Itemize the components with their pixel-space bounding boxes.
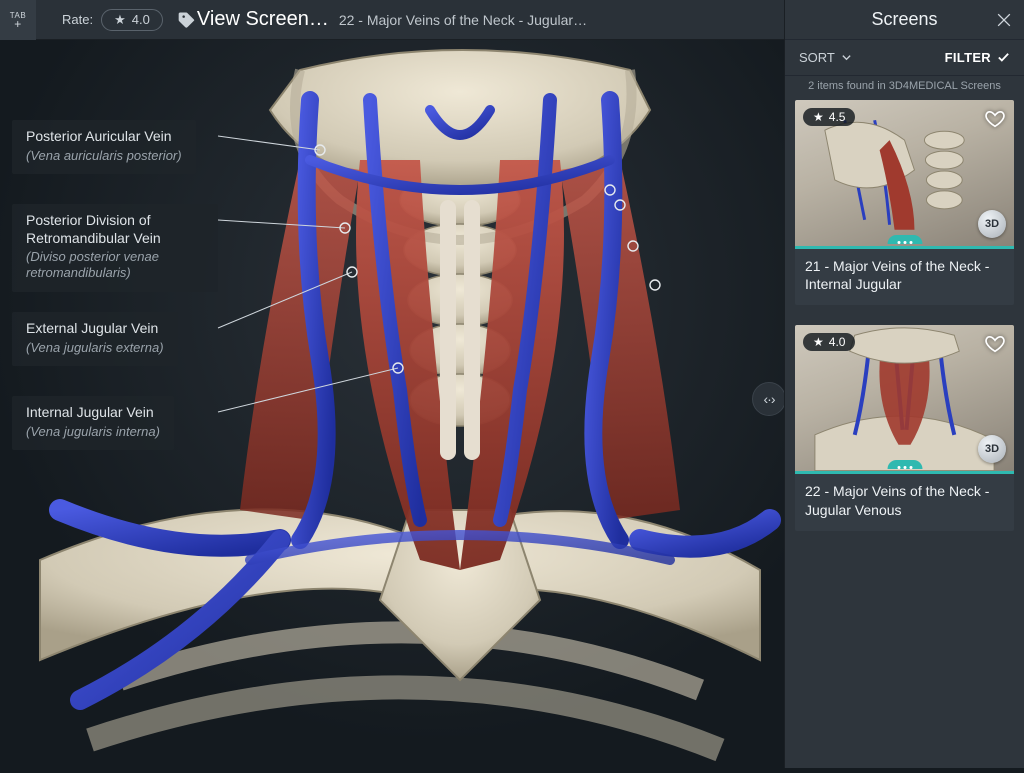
check-icon — [997, 51, 1010, 64]
card-title: 21 - Major Veins of the Neck - Internal … — [795, 249, 1014, 305]
filter-label: FILTER — [945, 50, 991, 65]
tag-icon[interactable] — [177, 10, 197, 30]
nav-arrows-button[interactable]: ‹·› — [752, 382, 786, 416]
filter-button[interactable]: FILTER — [945, 50, 1010, 65]
screen-card[interactable]: ★ 4.5 3D 21 - Major Veins of the Neck - Int… — [795, 100, 1014, 305]
card-thumb: ★ 4.5 3D — [795, 100, 1014, 246]
anatomy-label[interactable]: External Jugular Vein (Vena jugularis ext… — [12, 312, 178, 366]
label-latin: (Vena auricularis posterior) — [26, 148, 182, 164]
label-en: Internal Jugular Vein — [26, 404, 160, 422]
star-icon: ★ — [114, 12, 126, 28]
plus-icon: + — [14, 20, 22, 28]
badge-3d: 3D — [978, 210, 1006, 238]
panel-header: Screens — [785, 0, 1024, 40]
screens-panel: Screens SORT FILTER 2 items found in 3D4… — [784, 0, 1024, 768]
sort-label: SORT — [799, 50, 835, 65]
add-tab-button[interactable]: TAB + — [0, 0, 36, 40]
label-en: Posterior Division of Retromandibular Ve… — [26, 212, 204, 247]
star-icon: ★ — [813, 110, 824, 124]
label-latin: (Vena jugularis externa) — [26, 340, 164, 356]
chevron-down-icon — [841, 52, 852, 63]
more-icon[interactable] — [887, 235, 922, 244]
card-rating: ★ 4.5 — [803, 108, 855, 126]
star-icon: ★ — [813, 335, 824, 349]
panel-title: Screens — [871, 9, 937, 30]
rate-label: Rate: — [62, 12, 93, 27]
anatomy-canvas[interactable]: Posterior Auricular Vein (Vena auriculari… — [0, 40, 784, 768]
anatomy-label[interactable]: Internal Jugular Vein (Vena jugularis int… — [12, 396, 174, 450]
page-title: View Screen… — [197, 8, 329, 31]
cards-list: ★ 4.5 3D 21 - Major Veins of the Neck - Int… — [785, 100, 1024, 531]
rate-pill[interactable]: ★ 4.0 — [101, 9, 163, 31]
rate-value: 4.0 — [132, 12, 150, 27]
close-icon[interactable] — [994, 10, 1014, 30]
card-rating: ★ 4.0 — [803, 333, 855, 351]
panel-toolbar: SORT FILTER — [785, 40, 1024, 76]
anatomy-label[interactable]: Posterior Auricular Vein (Vena auriculari… — [12, 120, 196, 174]
more-icon[interactable] — [887, 460, 922, 469]
sort-button[interactable]: SORT — [799, 50, 852, 65]
card-rating-value: 4.0 — [829, 335, 846, 349]
rate-section: Rate: ★ 4.0 — [62, 9, 197, 31]
label-en: External Jugular Vein — [26, 320, 164, 338]
label-en: Posterior Auricular Vein — [26, 128, 182, 146]
anatomy-label[interactable]: Posterior Division of Retromandibular Ve… — [12, 204, 218, 292]
heart-icon[interactable] — [984, 108, 1006, 130]
label-latin: (Diviso posterior venae retromandibulari… — [26, 249, 204, 282]
screen-card[interactable]: ★4.03D22 - Major Veins of the Neck - Jug… — [795, 325, 1014, 530]
card-rating-value: 4.5 — [829, 110, 846, 124]
card-thumb: ★4.03D — [795, 325, 1014, 471]
card-title: 22 - Major Veins of the Neck - Jugular V… — [795, 474, 1014, 530]
nav-arrows-glyph: ‹·› — [764, 391, 775, 407]
panel-status: 2 items found in 3D4MEDICAL Screens — [785, 76, 1024, 100]
heart-icon[interactable] — [984, 333, 1006, 355]
page-subtitle: 22 - Major Veins of the Neck - Jugular… — [339, 12, 587, 28]
label-latin: (Vena jugularis interna) — [26, 424, 160, 440]
